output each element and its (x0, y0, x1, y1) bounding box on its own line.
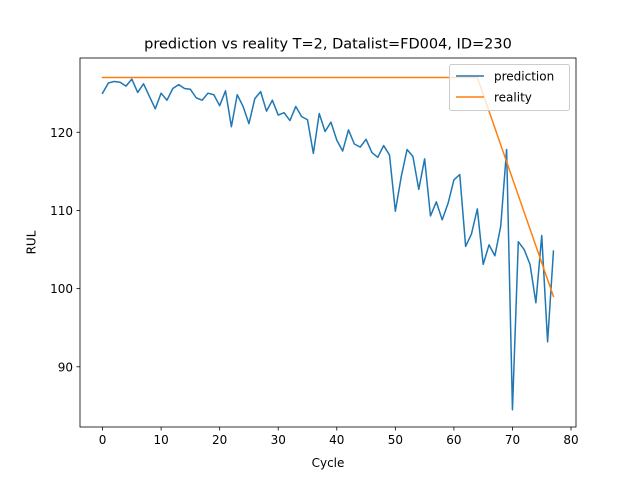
y-axis: 90 100 110 120 (50, 126, 80, 374)
x-tick-label: 20 (212, 433, 227, 447)
x-axis: 0 10 20 30 40 50 60 70 80 (99, 427, 579, 447)
legend-label-reality: reality (494, 91, 532, 105)
plot-area (79, 57, 577, 428)
x-axis-label: Cycle (312, 456, 345, 470)
x-tick-label: 40 (329, 433, 344, 447)
y-tick-label: 100 (50, 282, 73, 296)
y-tick-label: 90 (58, 360, 73, 374)
x-tick-label: 80 (563, 433, 578, 447)
legend: prediction reality (449, 64, 570, 111)
x-tick-label: 70 (505, 433, 520, 447)
chart-title: prediction vs reality T=2, Datalist=FD00… (144, 37, 512, 53)
y-tick-label: 120 (50, 126, 73, 140)
plot-background (80, 58, 576, 427)
plot-frame (79, 57, 577, 428)
y-axis-label: RUL (25, 230, 39, 254)
legend-label-prediction: prediction (494, 70, 554, 84)
series-line-prediction (101, 78, 555, 411)
y-tick-label: 110 (50, 204, 73, 218)
x-tick-label: 0 (99, 433, 107, 447)
x-tick-label: 10 (153, 433, 168, 447)
x-tick-label: 30 (271, 433, 286, 447)
x-tick-label: 60 (446, 433, 461, 447)
x-tick-label: 50 (388, 433, 403, 447)
